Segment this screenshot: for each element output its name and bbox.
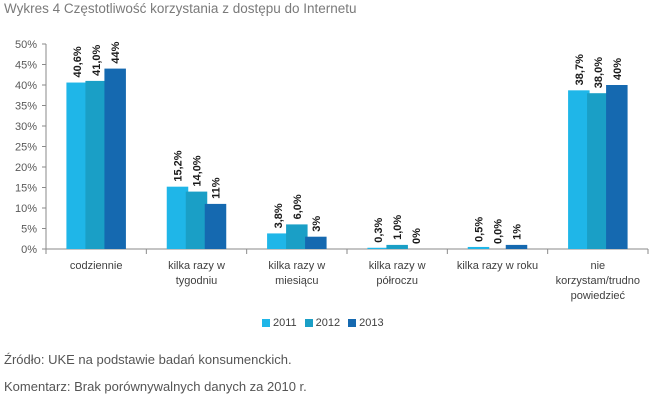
- data-label: 14,0%: [192, 155, 204, 186]
- bar-2012-2: [185, 191, 208, 249]
- bar-2013-2: [204, 203, 227, 249]
- bar-chart: 0% 5% 10% 15% 20% 25% 30% 35% 40% 45% 50% codzienni…: [15, 39, 649, 302]
- x-category-label: kilka razy w roku: [457, 260, 538, 272]
- source-note: Źródło: UKE na podstawie badań konsumenc…: [4, 352, 292, 367]
- bar-2011-2: [166, 186, 189, 249]
- bar-2012-3: [286, 224, 308, 249]
- x-category-label: kilka razy w: [369, 260, 426, 272]
- data-label: 0%: [411, 228, 423, 244]
- bar-2012-4: [386, 244, 408, 249]
- data-label: 38,0%: [593, 57, 605, 88]
- bar-2013-6: [606, 85, 628, 249]
- x-category-label: codziennie: [70, 260, 123, 272]
- data-label: 11%: [211, 177, 223, 199]
- bar-2011-3: [267, 233, 289, 249]
- y-tick-label: 0%: [21, 244, 37, 256]
- bar-2012-6: [587, 93, 609, 249]
- y-tick-label: 15%: [15, 183, 37, 195]
- legend: 2011 2012 2013: [262, 317, 384, 329]
- legend-item-2012: 2012: [304, 317, 341, 329]
- bar-2013-3: [305, 236, 327, 249]
- data-label: 0,0%: [493, 219, 505, 244]
- legend-swatch-2011: [262, 319, 270, 327]
- legend-item-2011: 2011: [262, 317, 297, 329]
- y-tick-label: 10%: [15, 203, 37, 215]
- y-tick-label: 50%: [15, 39, 37, 51]
- legend-swatch-2012: [304, 319, 313, 327]
- x-category-label: tygodniu: [176, 275, 218, 287]
- x-category-label: kilka razy w: [168, 260, 225, 272]
- x-category-label: korzystam/trudno: [556, 275, 640, 287]
- bar-2011-5: [467, 246, 490, 249]
- data-label: 6,0%: [292, 194, 304, 219]
- y-tick-label: 25%: [15, 142, 37, 154]
- data-label: 40,6%: [72, 46, 84, 77]
- data-label: 3,8%: [273, 203, 285, 228]
- bar-2011-4: [367, 247, 389, 249]
- bar-2012-1: [85, 80, 107, 250]
- legend-label-2012: 2012: [315, 317, 341, 329]
- y-tick-label: 30%: [15, 121, 37, 133]
- data-label: 41,0%: [91, 44, 103, 75]
- data-label: 15,2%: [173, 150, 185, 181]
- bar-2011-6: [568, 90, 590, 249]
- bar-2013-5: [505, 244, 528, 249]
- y-tick-label: 5%: [21, 224, 37, 236]
- chart-title: Wykres 4 Częstotliwość korzystania z dos…: [4, 1, 357, 16]
- x-category-label: półroczu: [376, 275, 418, 287]
- y-tick-label: 20%: [15, 162, 37, 174]
- bar-2011-1: [66, 82, 88, 249]
- data-label: 1,0%: [392, 215, 404, 240]
- bar-2013-1: [104, 68, 126, 249]
- y-tick-label: 40%: [15, 80, 37, 92]
- x-category-label: powiedzieć: [571, 290, 626, 302]
- data-label: 38,7%: [574, 54, 586, 85]
- y-tick-label: 45%: [15, 60, 37, 72]
- data-label: 3%: [311, 216, 323, 232]
- data-label: 1%: [512, 224, 524, 240]
- legend-swatch-2013: [348, 319, 357, 327]
- y-tick-label: 35%: [15, 101, 37, 113]
- data-label: 0,3%: [373, 217, 385, 242]
- legend-label-2013: 2013: [359, 317, 384, 329]
- legend-item-2013: 2013: [348, 317, 384, 329]
- data-label: 40%: [612, 58, 624, 80]
- legend-label-2011: 2011: [273, 317, 297, 329]
- x-category-label: miesiącu: [275, 275, 318, 287]
- comment-note: Komentarz: Brak porównywalnych danych za…: [4, 379, 307, 394]
- data-label: 0,5%: [474, 217, 486, 242]
- data-label: 44%: [110, 41, 122, 63]
- x-category-label: kilka razy w: [268, 260, 325, 272]
- x-category-label: nie: [590, 260, 605, 272]
